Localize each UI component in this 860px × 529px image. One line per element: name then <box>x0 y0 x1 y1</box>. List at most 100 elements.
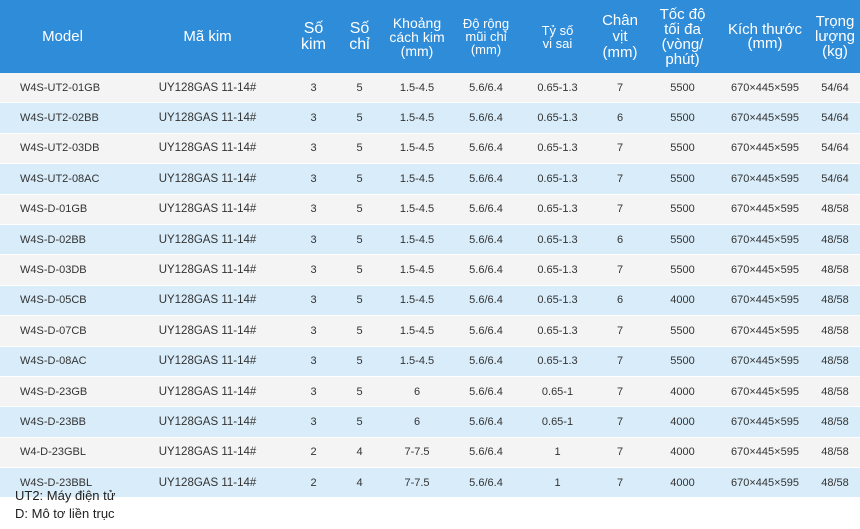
cell-model: W4S-UT2-08AC <box>0 163 125 195</box>
cell-weight: 48/58 <box>810 224 860 256</box>
table-row: W4S-UT2-08AC UY128GAS 11-14# 3 5 1.5-4.5 5.6/… <box>0 163 860 195</box>
cell-differential-ratio: 0.65-1.3 <box>520 315 595 347</box>
cell-needle-count: 2 <box>290 467 337 499</box>
cell-thread-count: 5 <box>337 102 382 134</box>
cell-needle-count: 3 <box>290 376 337 408</box>
table-row: W4S-UT2-02BB UY128GAS 11-14# 3 5 1.5-4.5 5.6/… <box>0 102 860 134</box>
cell-differential-ratio: 0.65-1.3 <box>520 285 595 317</box>
header-cell: Số kim <box>290 0 337 73</box>
header-needle-gauge: Khoảng cách kim (mm) <box>389 14 445 59</box>
cell-needle-code: UY128GAS 11-14# <box>125 406 290 438</box>
cell-stitch-width: 5.6/6.4 <box>452 73 520 104</box>
cell-presser-foot: 7 <box>595 437 645 469</box>
cell-needle-count: 3 <box>290 133 337 165</box>
cell-max-speed: 5500 <box>645 224 720 256</box>
cell-presser-foot: 7 <box>595 254 645 286</box>
cell-model: W4S-D-23BBL <box>0 467 125 499</box>
cell-thread-count: 5 <box>337 315 382 347</box>
cell-model: W4S-D-01GB <box>0 194 125 225</box>
cell-max-speed: 5500 <box>645 133 720 165</box>
cell-presser-foot: 7 <box>595 467 645 499</box>
cell-weight: 48/58 <box>810 315 860 347</box>
table-row: W4S-D-02BB UY128GAS 11-14# 3 5 1.5-4.5 5.6/6.… <box>0 224 860 256</box>
cell-thread-count: 5 <box>337 73 382 104</box>
cell-weight: 48/58 <box>810 346 860 377</box>
cell-model: W4S-UT2-02BB <box>0 102 125 134</box>
cell-needle-code: UY128GAS 11-14# <box>125 224 290 256</box>
cell-presser-foot: 7 <box>595 163 645 195</box>
cell-dimensions: 670×445×595 <box>720 406 810 438</box>
table-header-row: Model Mã kim Số kim Số chỉ Khoảng cách k… <box>0 0 860 73</box>
cell-presser-foot: 7 <box>595 346 645 377</box>
header-cell: Chân vịt (mm) <box>595 0 645 73</box>
header-cell: Mã kim <box>125 0 290 73</box>
cell-dimensions: 670×445×595 <box>720 194 810 225</box>
cell-weight: 54/64 <box>810 133 860 165</box>
cell-presser-foot: 7 <box>595 406 645 438</box>
header-weight: Trọng lượng (kg) <box>815 13 855 60</box>
cell-weight: 54/64 <box>810 73 860 104</box>
header-cell: Số chỉ <box>337 0 382 73</box>
cell-model: W4S-D-23GB <box>0 376 125 408</box>
cell-needle-count: 3 <box>290 285 337 317</box>
cell-max-speed: 5500 <box>645 194 720 225</box>
cell-needle-code: UY128GAS 11-14# <box>125 376 290 408</box>
cell-needle-count: 3 <box>290 315 337 347</box>
cell-weight: 48/58 <box>810 406 860 438</box>
header-cell: Trọng lượng (kg) <box>810 0 860 73</box>
cell-max-speed: 4000 <box>645 285 720 317</box>
table-row: W4S-D-23BB UY128GAS 11-14# 3 5 6 5.6/6.4 0.65-… <box>0 406 860 438</box>
header-needle-count: Số kim <box>301 19 326 53</box>
cell-differential-ratio: 0.65-1.3 <box>520 73 595 104</box>
cell-stitch-width: 5.6/6.4 <box>452 376 520 408</box>
cell-stitch-width: 5.6/6.4 <box>452 102 520 134</box>
header-needle-code: Mã kim <box>183 28 232 45</box>
cell-thread-count: 5 <box>337 194 382 225</box>
cell-stitch-width: 5.6/6.4 <box>452 163 520 195</box>
cell-max-speed: 4000 <box>645 376 720 408</box>
header-differential-ratio: Tỷ số vi sai <box>541 22 574 51</box>
cell-needle-count: 3 <box>290 163 337 195</box>
cell-max-speed: 5500 <box>645 163 720 195</box>
cell-needle-gauge: 6 <box>382 376 452 408</box>
cell-thread-count: 5 <box>337 254 382 286</box>
header-cell: Tỷ số vi sai <box>520 0 595 73</box>
cell-differential-ratio: 0.65-1.3 <box>520 194 595 225</box>
cell-needle-gauge: 1.5-4.5 <box>382 73 452 104</box>
table-row: W4S-D-23BBL UY128GAS 11-14# 2 4 7-7.5 5.6/6.4… <box>0 467 860 499</box>
cell-needle-code: UY128GAS 11-14# <box>125 194 290 225</box>
cell-presser-foot: 6 <box>595 285 645 317</box>
cell-weight: 48/58 <box>810 194 860 225</box>
header-model: Model <box>42 28 83 45</box>
cell-max-speed: 5500 <box>645 315 720 347</box>
header-cell: Độ rộng mũi chỉ (mm) <box>452 0 520 73</box>
cell-weight: 48/58 <box>810 376 860 408</box>
cell-stitch-width: 5.6/6.4 <box>452 224 520 256</box>
table-row: W4S-D-01GB UY128GAS 11-14# 3 5 1.5-4.5 5.6/6.… <box>0 194 860 225</box>
cell-max-speed: 5500 <box>645 102 720 134</box>
cell-needle-gauge: 1.5-4.5 <box>382 346 452 377</box>
cell-dimensions: 670×445×595 <box>720 376 810 408</box>
cell-thread-count: 5 <box>337 133 382 165</box>
cell-needle-count: 3 <box>290 406 337 438</box>
cell-needle-gauge: 6 <box>382 406 452 438</box>
cell-dimensions: 670×445×595 <box>720 346 810 377</box>
cell-max-speed: 4000 <box>645 437 720 469</box>
cell-thread-count: 5 <box>337 346 382 377</box>
cell-stitch-width: 5.6/6.4 <box>452 437 520 469</box>
cell-differential-ratio: 0.65-1.3 <box>520 102 595 134</box>
table-row: W4S-D-07CB UY128GAS 11-14# 3 5 1.5-4.5 5.6/6.… <box>0 315 860 347</box>
cell-dimensions: 670×445×595 <box>720 133 810 165</box>
cell-dimensions: 670×445×595 <box>720 285 810 317</box>
cell-presser-foot: 7 <box>595 133 645 165</box>
cell-model: W4S-D-23BB <box>0 406 125 438</box>
table-row: W4S-D-08AC UY128GAS 11-14# 3 5 1.5-4.5 5.6/6.… <box>0 346 860 377</box>
cell-stitch-width: 5.6/6.4 <box>452 285 520 317</box>
cell-needle-code: UY128GAS 11-14# <box>125 437 290 469</box>
header-max-speed: Tốc độ tối đa (vòng/ phút) <box>659 5 706 68</box>
cell-thread-count: 5 <box>337 376 382 408</box>
cell-max-speed: 5500 <box>645 73 720 104</box>
cell-differential-ratio: 0.65-1.3 <box>520 254 595 286</box>
cell-needle-count: 3 <box>290 194 337 225</box>
cell-model: W4S-D-02BB <box>0 224 125 256</box>
